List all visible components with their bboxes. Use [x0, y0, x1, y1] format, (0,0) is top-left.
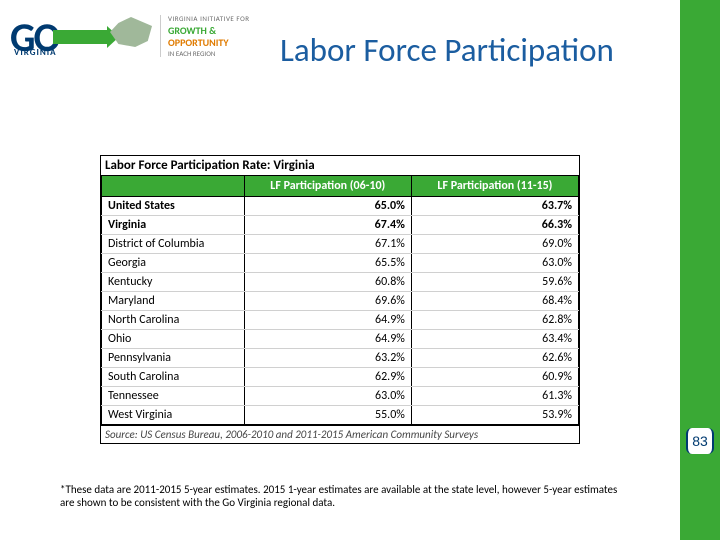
row-label: West Virginia	[102, 406, 245, 425]
row-value-0610: 64.9%	[244, 330, 411, 349]
logo-opportunity: OPPORTUNITY	[168, 37, 250, 49]
logo-divider	[160, 15, 161, 57]
row-value-1115: 62.8%	[411, 311, 578, 330]
row-label: North Carolina	[102, 311, 245, 330]
go-virginia-logo: GO VIRGINIA VIRGINIA INITIATIVE FOR GROW…	[10, 5, 260, 70]
row-value-0610: 63.2%	[244, 349, 411, 368]
row-value-0610: 65.5%	[244, 254, 411, 273]
row-label: Maryland	[102, 292, 245, 311]
row-value-1115: 63.4%	[411, 330, 578, 349]
row-value-0610: 63.0%	[244, 387, 411, 406]
table-row: District of Columbia67.1%69.0%	[102, 235, 579, 254]
row-value-1115: 59.6%	[411, 273, 578, 292]
row-label: South Carolina	[102, 368, 245, 387]
table-row: Kentucky60.8%59.6%	[102, 273, 579, 292]
row-value-0610: 67.1%	[244, 235, 411, 254]
row-value-0610: 62.9%	[244, 368, 411, 387]
table-title: Labor Force Participation Rate: Virginia	[101, 156, 579, 175]
row-label: United States	[102, 197, 245, 216]
lfp-table: LF Participation (06-10) LF Participatio…	[101, 175, 579, 425]
logo-virginia: VIRGINIA	[14, 49, 57, 57]
row-value-1115: 63.0%	[411, 254, 578, 273]
logo-arrow-icon	[53, 30, 109, 44]
table-source: Source: US Census Bureau, 2006-2010 and …	[101, 425, 579, 443]
row-value-1115: 66.3%	[411, 216, 578, 235]
page-number-badge: 83	[686, 428, 714, 454]
table-row: South Carolina62.9%60.9%	[102, 368, 579, 387]
row-value-1115: 53.9%	[411, 406, 578, 425]
row-value-1115: 68.4%	[411, 292, 578, 311]
table-row: Virginia67.4%66.3%	[102, 216, 579, 235]
row-value-1115: 60.9%	[411, 368, 578, 387]
slide-title: Labor Force Participation	[280, 30, 614, 70]
row-value-1115: 61.3%	[411, 387, 578, 406]
table-row: Georgia65.5%63.0%	[102, 254, 579, 273]
logo-region: IN EACH REGION	[168, 50, 250, 58]
logo-go-text: GO VIRGINIA	[10, 20, 59, 56]
row-label: Virginia	[102, 216, 245, 235]
row-value-0610: 64.9%	[244, 311, 411, 330]
row-label: District of Columbia	[102, 235, 245, 254]
table-row: Tennessee63.0%61.3%	[102, 387, 579, 406]
row-value-0610: 65.0%	[244, 197, 411, 216]
table-row: West Virginia55.0%53.9%	[102, 406, 579, 425]
row-label: Tennessee	[102, 387, 245, 406]
table-row: Ohio64.9%63.4%	[102, 330, 579, 349]
row-label: Pennsylvania	[102, 349, 245, 368]
row-value-1115: 63.7%	[411, 197, 578, 216]
page-number: 83	[692, 433, 708, 449]
col-header-0610: LF Participation (06-10)	[244, 176, 411, 197]
row-label: Ohio	[102, 330, 245, 349]
logo-right-text: VIRGINIA INITIATIVE FOR GROWTH & OPPORTU…	[168, 15, 250, 59]
row-value-1115: 69.0%	[411, 235, 578, 254]
row-value-0610: 67.4%	[244, 216, 411, 235]
row-value-0610: 55.0%	[244, 406, 411, 425]
row-value-0610: 69.6%	[244, 292, 411, 311]
col-header-blank	[102, 176, 245, 197]
table-header-row: LF Participation (06-10) LF Participatio…	[102, 176, 579, 197]
footnote: *These data are 2011-2015 5-year estimat…	[60, 483, 620, 511]
table-row: United States65.0%63.7%	[102, 197, 579, 216]
row-label: Georgia	[102, 254, 245, 273]
right-green-bar	[680, 0, 720, 540]
table-row: North Carolina64.9%62.8%	[102, 311, 579, 330]
lfp-table-container: Labor Force Participation Rate: Virginia…	[100, 155, 580, 444]
row-value-1115: 62.6%	[411, 349, 578, 368]
logo-tagline: VIRGINIA INITIATIVE FOR	[168, 15, 250, 23]
col-header-1115: LF Participation (11-15)	[411, 176, 578, 197]
table-row: Pennsylvania63.2%62.6%	[102, 349, 579, 368]
table-row: Maryland69.6%68.4%	[102, 292, 579, 311]
row-value-0610: 60.8%	[244, 273, 411, 292]
row-label: Kentucky	[102, 273, 245, 292]
